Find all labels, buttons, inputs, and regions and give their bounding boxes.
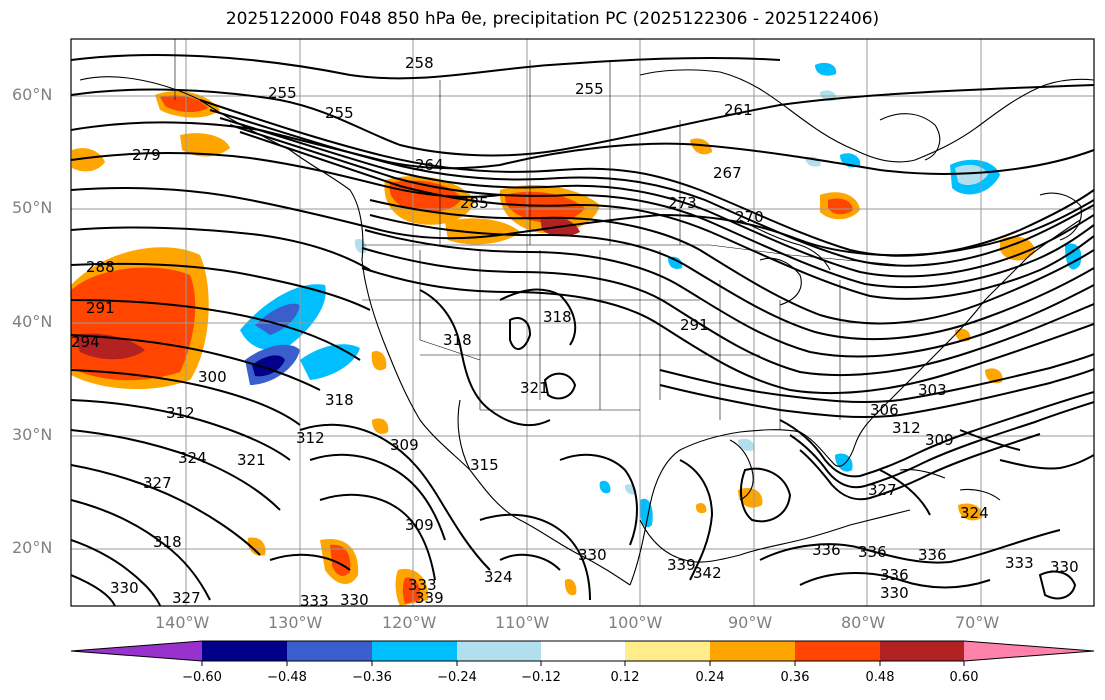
contour-label: 309 xyxy=(925,431,954,449)
colorbar-segment xyxy=(202,641,287,661)
contour-label: 267 xyxy=(713,164,742,182)
contour-label: 336 xyxy=(858,543,887,561)
theta-e-contours xyxy=(71,54,1094,606)
contour-label: 318 xyxy=(543,308,572,326)
lon-label-130w: 130°W xyxy=(268,613,323,632)
contour-label: 330 xyxy=(1050,558,1079,576)
lat-label-50n: 50°N xyxy=(12,198,53,217)
map-title: 2025122000 F048 850 hPa θe, precipitatio… xyxy=(225,9,880,29)
colorbar-tick-label: 0.12 xyxy=(610,670,640,685)
colorbar-segment xyxy=(457,641,541,661)
colorbar-segment xyxy=(541,641,625,661)
contour-label: 312 xyxy=(166,404,195,422)
contour-label: 294 xyxy=(71,333,100,351)
graticule xyxy=(71,39,1094,606)
contour-label: 342 xyxy=(693,564,722,582)
contour-label: 324 xyxy=(178,449,207,467)
contour-label: 339 xyxy=(667,556,696,574)
contour-label: 336 xyxy=(918,546,947,564)
plot-frame xyxy=(70,38,1095,607)
contour-label: 330 xyxy=(578,546,607,564)
contour-label: 324 xyxy=(484,568,513,586)
lat-label-30n: 30°N xyxy=(12,425,53,444)
contour-label: 321 xyxy=(520,379,549,397)
contour-label: 285 xyxy=(460,194,489,212)
contour-label: 330 xyxy=(880,584,909,602)
contour-label: 327 xyxy=(868,481,897,499)
lon-label-70w: 70°W xyxy=(955,613,1000,632)
contour-label: 333 xyxy=(300,592,329,610)
colorbar-segment xyxy=(372,641,457,661)
colorbar-tick-label: −0.60 xyxy=(182,670,222,685)
contour-label: 303 xyxy=(918,381,947,399)
contour-label: 333 xyxy=(1005,554,1034,572)
contour-label: 279 xyxy=(132,146,161,164)
contour-label: 327 xyxy=(143,474,172,492)
colorbar-tick-label: 0.48 xyxy=(865,670,895,685)
contour-label: 318 xyxy=(153,533,182,551)
contour-label: 312 xyxy=(296,429,325,447)
contour-label: 327 xyxy=(172,589,201,607)
contour-label: 261 xyxy=(724,101,753,119)
lat-label-60n: 60°N xyxy=(12,85,53,104)
colorbar-tick-label: −0.12 xyxy=(521,670,561,685)
colorbar-segment xyxy=(287,641,372,661)
contour-label: 255 xyxy=(268,84,297,102)
colorbar-extend-high xyxy=(964,641,1094,661)
contour-label: 291 xyxy=(86,299,115,317)
contour-label: 330 xyxy=(110,579,139,597)
contour-label: 309 xyxy=(390,436,419,454)
contour-label: 330 xyxy=(340,591,369,609)
contour-label: 321 xyxy=(237,451,266,469)
colorbar-extend-low xyxy=(71,641,202,661)
lon-label-110w: 110°W xyxy=(495,613,550,632)
colorbar-tick-label: 0.24 xyxy=(695,670,725,685)
colorbar-segment xyxy=(710,641,795,661)
contour-label: 255 xyxy=(325,104,354,122)
contour-label: 315 xyxy=(470,456,499,474)
contour-label: 318 xyxy=(325,391,354,409)
contour-label: 318 xyxy=(443,331,472,349)
lon-label-140w: 140°W xyxy=(155,613,210,632)
colorbar-segment xyxy=(880,641,964,661)
contour-label: 339 xyxy=(415,589,444,607)
lon-label-80w: 80°W xyxy=(841,613,886,632)
lon-label-100w: 100°W xyxy=(608,613,663,632)
colorbar-tick-label: −0.24 xyxy=(437,670,477,685)
lon-label-90w: 90°W xyxy=(728,613,773,632)
lon-label-120w: 120°W xyxy=(382,613,437,632)
state-borders xyxy=(174,39,901,430)
contour-label: 309 xyxy=(405,516,434,534)
contour-label: 255 xyxy=(575,80,604,98)
contour-label: 333 xyxy=(408,576,437,594)
contour-label: 336 xyxy=(880,566,909,584)
contour-label: 291 xyxy=(680,316,709,334)
colorbar-tick-label: 0.60 xyxy=(949,670,979,685)
colorbar-tick-label: −0.48 xyxy=(267,670,307,685)
lat-label-40n: 40°N xyxy=(12,312,53,331)
contour-label: 273 xyxy=(668,194,697,212)
contour-label: 336 xyxy=(812,541,841,559)
colorbar-tick-label: 0.36 xyxy=(780,670,810,685)
contour-label: 324 xyxy=(960,504,989,522)
colorbar-segment xyxy=(625,641,710,661)
contour-label: 300 xyxy=(198,368,227,386)
contour-label: 306 xyxy=(870,401,899,419)
contour-label: 312 xyxy=(892,419,921,437)
contour-label: 264 xyxy=(415,156,444,174)
coastlines xyxy=(79,69,1094,586)
contour-label: 270 xyxy=(735,208,764,226)
contour-labels: 258 255 255 255 261 279 264 267 270 273 … xyxy=(71,54,1079,610)
contour-label: 288 xyxy=(86,258,115,276)
lat-label-20n: 20°N xyxy=(12,538,53,557)
colorbar-segment xyxy=(795,641,880,661)
contour-label: 258 xyxy=(405,54,434,72)
colorbar-tick-label: −0.36 xyxy=(352,670,392,685)
colorbar xyxy=(70,640,1095,666)
